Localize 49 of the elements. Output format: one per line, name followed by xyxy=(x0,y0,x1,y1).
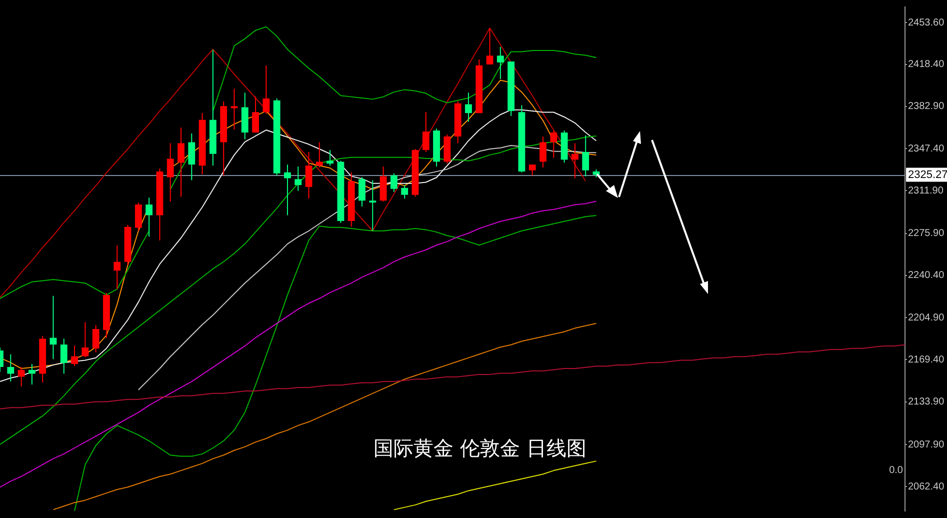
y-tick-label: 2133.90 xyxy=(908,396,945,408)
candlestick xyxy=(422,112,430,152)
ref-line-label: 2325.27 xyxy=(908,168,947,181)
candlestick xyxy=(571,142,578,179)
candlestick xyxy=(284,164,291,216)
candlestick xyxy=(60,338,68,374)
candlestick xyxy=(82,322,89,358)
annotation: 0.0 xyxy=(889,464,904,476)
candlestick xyxy=(294,166,302,192)
candlestick xyxy=(486,28,494,65)
candlestick xyxy=(178,127,184,198)
y-tick-label: 2453.60 xyxy=(908,17,945,28)
candlestick xyxy=(71,344,78,367)
candlestick xyxy=(114,244,121,290)
candlestick xyxy=(18,366,25,387)
y-tick-label: 2240.40 xyxy=(908,270,945,282)
y-tick-label: 2275.90 xyxy=(908,228,945,240)
candlestick xyxy=(496,46,504,80)
candlestick xyxy=(188,132,196,181)
candlestick xyxy=(390,172,398,192)
candlestick xyxy=(134,202,142,232)
candlestick xyxy=(540,136,546,168)
candlestick xyxy=(550,130,558,158)
candlestick xyxy=(401,184,408,200)
y-tick-label: 2169.40 xyxy=(908,354,945,366)
y-tick-label: 2382.90 xyxy=(908,101,945,112)
candlestick xyxy=(230,88,238,130)
candlestick xyxy=(316,142,323,168)
candlestick xyxy=(7,354,14,382)
candlestick xyxy=(28,364,36,386)
y-tick-label: 2097.90 xyxy=(908,439,945,450)
candlestick xyxy=(369,180,376,232)
candlestick xyxy=(582,134,590,177)
y-tick-label: 2347.40 xyxy=(908,143,945,154)
y-tick-label: 2204.90 xyxy=(908,312,945,324)
candlestick xyxy=(50,295,57,360)
candlestick xyxy=(262,64,270,115)
candlestick xyxy=(92,324,100,353)
y-tick-label: 2418.40 xyxy=(908,59,945,70)
candlestick xyxy=(358,176,366,207)
candlestick xyxy=(166,142,174,202)
y-tick-label: 2062.40 xyxy=(908,481,945,492)
candlestick xyxy=(465,92,472,122)
candlestick xyxy=(528,164,536,176)
candlestick xyxy=(252,96,259,134)
candlestick xyxy=(305,151,312,200)
text: 国际黄金 伦敦金 日线图 xyxy=(374,436,586,460)
candlestick xyxy=(146,197,153,238)
y-tick-label: 2311.90 xyxy=(908,185,944,196)
